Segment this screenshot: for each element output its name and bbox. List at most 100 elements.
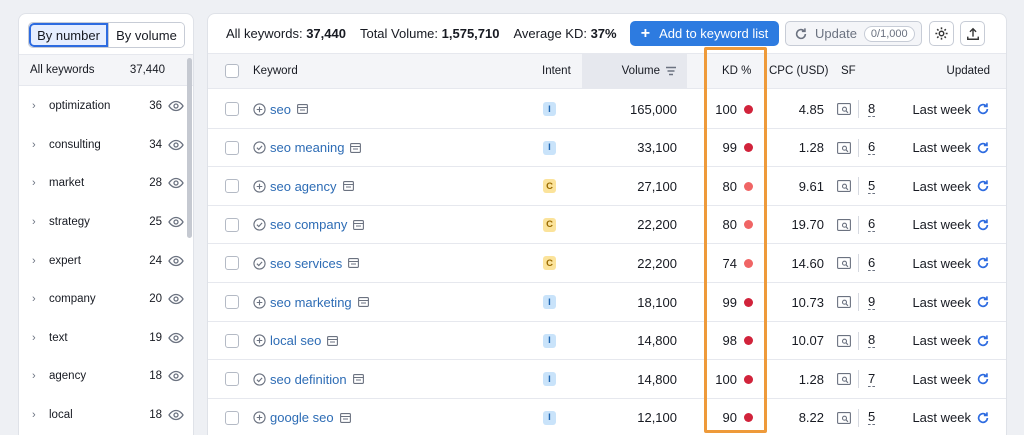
row-checkbox[interactable]	[225, 102, 239, 116]
keyword-link[interactable]: seo company	[270, 217, 348, 233]
plus-circle-icon[interactable]	[253, 334, 266, 347]
serp-icon[interactable]	[342, 181, 354, 192]
serp-icon[interactable]	[357, 297, 369, 307]
row-checkbox[interactable]	[225, 179, 239, 194]
keyword-column-header[interactable]: Keyword	[253, 65, 298, 77]
sidebar-group-item[interactable]: › market 28	[19, 164, 193, 203]
row-checkbox[interactable]	[225, 333, 239, 348]
select-all-checkbox[interactable]	[225, 64, 239, 78]
by-number-button[interactable]: By number	[29, 23, 108, 47]
intent-column-header[interactable]: Intent	[542, 65, 571, 77]
updated-column-header[interactable]: Updated	[946, 65, 990, 77]
add-to-keyword-list-button[interactable]: + Add to keyword list	[630, 21, 779, 46]
export-button[interactable]	[960, 21, 985, 46]
row-checkbox[interactable]	[225, 140, 239, 155]
sf-count[interactable]: 7	[868, 370, 876, 387]
refresh-icon[interactable]	[976, 256, 990, 270]
sf-count[interactable]: 5	[868, 409, 876, 426]
sidebar-scrollbar[interactable]	[187, 58, 192, 238]
sidebar-group-item[interactable]: › consulting 34	[19, 126, 193, 165]
all-keywords-group[interactable]: All keywords 37,440	[19, 54, 193, 86]
cpc-cell: 8.22	[798, 410, 824, 426]
check-circle-icon[interactable]	[253, 257, 266, 270]
serp-features-icon[interactable]	[837, 411, 851, 424]
serp-icon[interactable]	[348, 258, 360, 269]
by-volume-button[interactable]: By volume	[108, 23, 184, 47]
eye-icon[interactable]	[168, 332, 184, 344]
serp-features-icon[interactable]	[837, 180, 851, 193]
refresh-icon[interactable]	[976, 411, 990, 425]
serp-features-icon[interactable]	[837, 218, 851, 231]
refresh-icon[interactable]	[976, 218, 990, 232]
keyword-link[interactable]: seo	[270, 101, 291, 117]
serp-icon[interactable]	[339, 412, 351, 423]
eye-icon[interactable]	[168, 255, 184, 267]
row-checkbox[interactable]	[225, 372, 239, 387]
keyword-link[interactable]: seo agency	[270, 178, 337, 194]
plus-circle-icon[interactable]	[253, 180, 266, 193]
serp-icon[interactable]	[350, 142, 362, 153]
refresh-icon[interactable]	[976, 334, 990, 348]
eye-icon[interactable]	[168, 177, 184, 189]
sidebar-group-item[interactable]: › text 19	[19, 319, 193, 358]
refresh-icon[interactable]	[976, 102, 990, 116]
row-checkbox[interactable]	[225, 217, 239, 232]
serp-features-icon[interactable]	[837, 373, 851, 386]
sidebar-group-item[interactable]: › local 18	[19, 396, 193, 435]
row-checkbox[interactable]	[225, 256, 239, 271]
serp-features-icon[interactable]	[837, 334, 851, 347]
check-circle-icon[interactable]	[253, 218, 266, 231]
keyword-link[interactable]: local seo	[270, 333, 322, 349]
volume-column-header[interactable]: Volume	[582, 54, 687, 88]
sidebar-group-item[interactable]: › agency 18	[19, 357, 193, 396]
update-button[interactable]: Update 0/1,000	[785, 21, 922, 46]
eye-icon[interactable]	[168, 409, 184, 421]
summary-bar: All keywords: 37,440 Total Volume: 1,575…	[208, 14, 1006, 52]
plus-circle-icon[interactable]	[253, 411, 266, 424]
sf-count[interactable]: 9	[868, 293, 876, 310]
plus-circle-icon[interactable]	[253, 295, 266, 309]
settings-button[interactable]	[929, 21, 954, 46]
eye-icon[interactable]	[168, 216, 184, 228]
keyword-link[interactable]: google seo	[270, 410, 334, 426]
eye-icon[interactable]	[168, 293, 184, 305]
refresh-icon[interactable]	[976, 141, 990, 155]
sidebar-group-item[interactable]: › company 20	[19, 280, 193, 319]
serp-icon[interactable]	[327, 335, 339, 346]
serp-features-icon[interactable]	[837, 257, 851, 270]
plus-circle-icon[interactable]	[253, 102, 266, 116]
sf-count[interactable]: 6	[868, 139, 876, 156]
serp-features-icon[interactable]	[837, 141, 851, 154]
sidebar-group-item[interactable]: › expert 24	[19, 241, 193, 280]
eye-icon[interactable]	[168, 139, 184, 151]
kd-cell: 80	[698, 167, 753, 205]
serp-icon[interactable]	[352, 374, 364, 385]
sidebar-group-item[interactable]: › optimization 36	[19, 87, 193, 126]
check-circle-icon[interactable]	[253, 373, 266, 386]
serp-icon[interactable]	[353, 219, 365, 230]
keyword-link[interactable]: seo definition	[270, 371, 347, 387]
refresh-icon[interactable]	[976, 295, 990, 309]
refresh-icon[interactable]	[976, 372, 990, 386]
refresh-icon[interactable]	[976, 179, 990, 193]
sf-count[interactable]: 8	[868, 332, 876, 349]
sf-count[interactable]: 6	[868, 254, 876, 271]
keyword-link[interactable]: seo services	[270, 255, 343, 271]
check-circle-icon[interactable]	[253, 141, 266, 154]
serp-icon[interactable]	[297, 104, 308, 114]
kd-column-header[interactable]: KD %	[722, 65, 752, 77]
row-checkbox[interactable]	[225, 410, 239, 425]
row-checkbox[interactable]	[225, 295, 239, 309]
cpc-column-header[interactable]: CPC (USD)	[769, 65, 829, 77]
sf-column-header[interactable]: SF	[841, 65, 856, 77]
keyword-link[interactable]: seo meaning	[270, 140, 345, 156]
sf-count[interactable]: 6	[868, 216, 876, 233]
eye-icon[interactable]	[168, 370, 184, 382]
eye-icon[interactable]	[168, 100, 184, 112]
serp-features-icon[interactable]	[837, 103, 851, 115]
sf-count[interactable]: 8	[868, 100, 876, 117]
sidebar-group-item[interactable]: › strategy 25	[19, 203, 193, 242]
keyword-link[interactable]: seo marketing	[270, 294, 352, 310]
serp-features-icon[interactable]	[837, 296, 851, 308]
sf-count[interactable]: 5	[868, 177, 876, 194]
